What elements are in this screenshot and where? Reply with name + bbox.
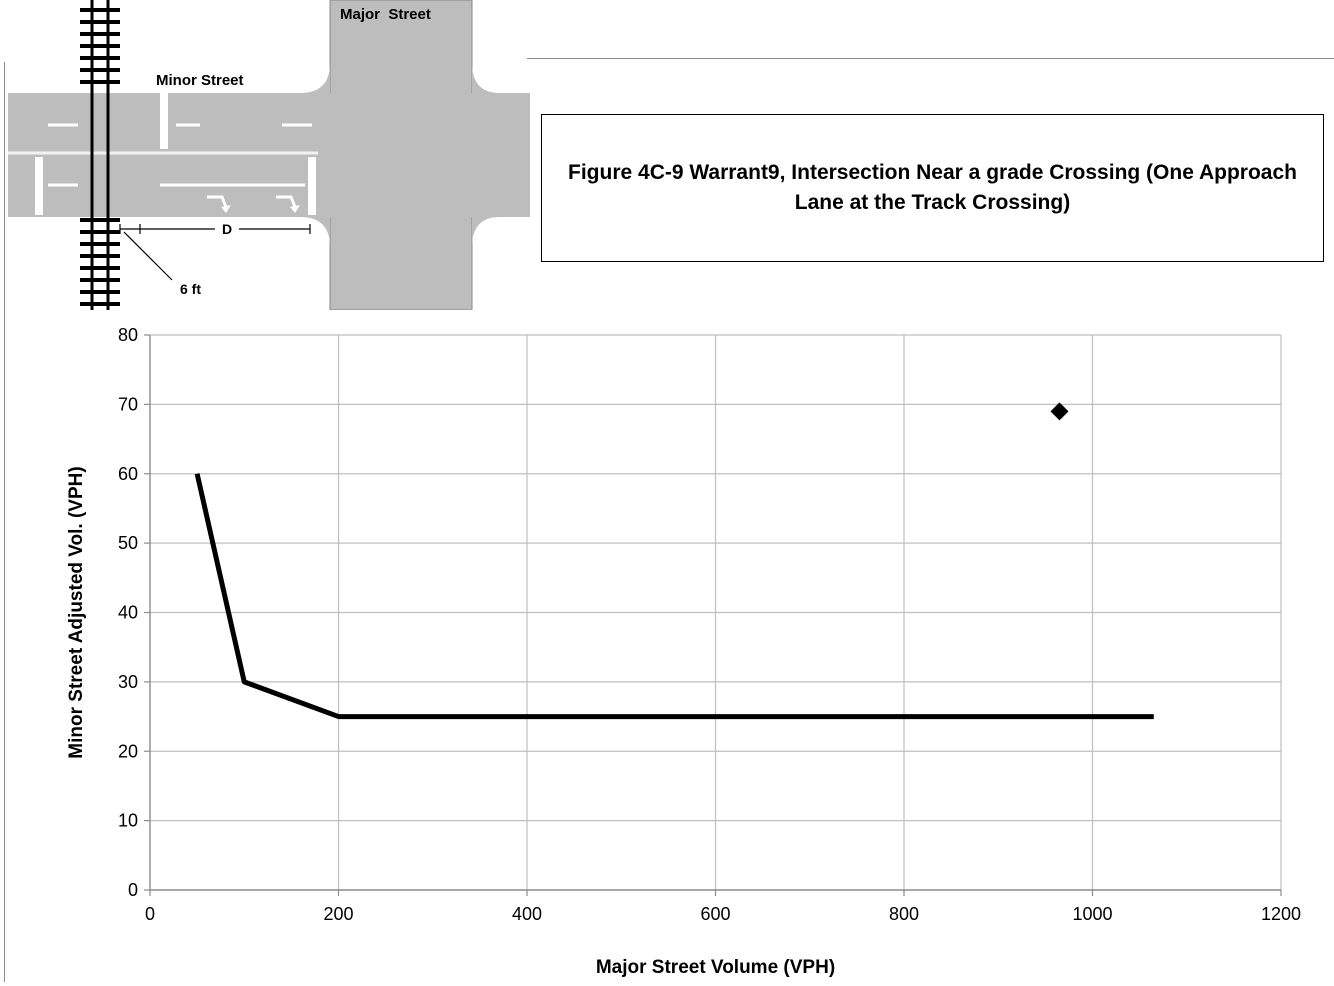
intersection-diagram: Major Street Minor Street D 6 ft [8,0,530,310]
curb-corner-ll [300,217,330,247]
data-point-diamond [1050,402,1069,421]
x-axis-label: Major Street Volume (VPH) [596,957,835,978]
figure-title-box: Figure 4C-9 Warrant9, Intersection Near … [541,114,1324,262]
major-street-label: Major Street [340,6,431,23]
y-tick-label: 40 [118,603,138,623]
y-axis-label: Minor Street Adjusted Vol. (VPH) [66,466,87,758]
y-tick-label: 80 [118,325,138,345]
y-tick-label: 50 [118,533,138,553]
minor-street-label: Minor Street [156,72,244,89]
turn-arrowheads [221,205,300,213]
curb-corner-ur [472,63,500,93]
x-tick-label: 800 [889,904,919,924]
series-line [194,473,1154,720]
y-tick-label: 0 [128,880,138,900]
x-tick-label: 1200 [1261,904,1301,924]
x-tick-label: 400 [512,904,542,924]
y-tick-label: 10 [118,811,138,831]
y-tick-label: 70 [118,394,138,414]
minor-street-road [8,93,530,217]
distance-label: D [222,221,232,237]
frame-left-border [4,62,5,982]
offset-label: 6 ft [180,281,201,297]
x-tick-label: 600 [700,904,730,924]
x-tick-label: 0 [145,904,155,924]
y-tick-label: 60 [118,464,138,484]
stop-bars [35,93,316,215]
figure-title: Figure 4C-9 Warrant9, Intersection Near … [568,161,1297,214]
railroad-track-icon [80,0,120,310]
turn-arrow-icon [207,195,297,208]
y-tick-label: 30 [118,672,138,692]
lane-dashes [48,123,312,187]
x-tick-label: 200 [323,904,353,924]
curb-corner-lr [472,217,500,247]
frame-top-border [527,58,1334,59]
y-tick-label: 20 [118,741,138,761]
curb-corner-ul [300,63,330,93]
x-tick-label: 1000 [1072,904,1112,924]
